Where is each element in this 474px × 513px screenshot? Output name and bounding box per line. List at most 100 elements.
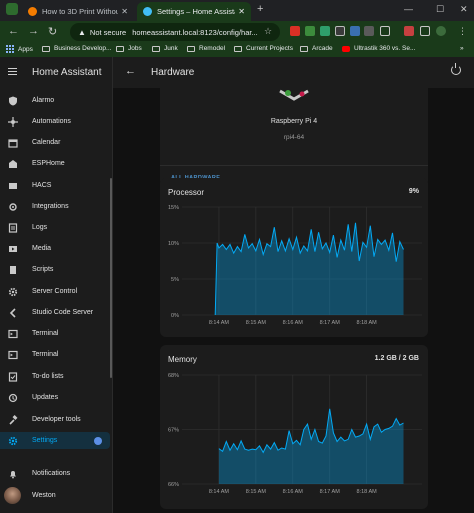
tab-search-icon[interactable] — [6, 3, 18, 15]
bookmark-label: Current Projects — [246, 45, 293, 52]
ha-sidebar: Home Assistant Alarmo Automations Calend… — [0, 57, 113, 513]
reload-icon[interactable]: ↻ — [48, 26, 58, 38]
y-tick-label: 67% — [168, 428, 179, 434]
tab-favicon-icon — [28, 7, 37, 16]
close-tab-icon[interactable]: ✕ — [121, 7, 128, 16]
sidebar-item-esphome[interactable]: ESPHome — [0, 155, 110, 172]
bookmark-junk[interactable]: Junk — [152, 45, 178, 52]
extension-green-icon[interactable] — [305, 26, 315, 36]
address-bar[interactable]: ▲ Not secure homeassistant.local:8123/co… — [70, 23, 280, 41]
raspberry-pi-logo-icon — [279, 89, 309, 101]
sidebar-item-label: Logs — [32, 224, 48, 231]
sidebar-item-calendar[interactable]: Calendar — [0, 134, 110, 151]
x-tick-label: 8:18 AM — [357, 320, 378, 326]
bookmark-current-projects[interactable]: Current Projects — [234, 45, 293, 52]
extension-shield-icon[interactable] — [335, 26, 345, 36]
processor-card: Processor 9% 15% 10% 5% 0% 8:14 AM 8:15 AM 8:1… — [160, 178, 428, 337]
hacs-icon — [7, 180, 18, 191]
sidebar-item-hacs[interactable]: HACS — [0, 177, 110, 194]
hardware-page: Raspberry Pi 4 rpi4-64 ALL HARDWARE Proc… — [113, 57, 474, 513]
browser-tab-print-guide[interactable]: How to 3D Print Without Supp ✕ — [22, 2, 134, 21]
processor-chart[interactable]: 15% 10% 5% 0% 8:14 AM 8:15 AM 8:16 AM 8:17 AM 8:… — [160, 202, 428, 332]
checklist-icon — [7, 371, 18, 382]
bookmark-apps[interactable]: Apps — [6, 45, 33, 53]
folder-icon — [116, 45, 124, 52]
extension-teal-icon[interactable] — [320, 26, 330, 36]
sidebar-header: Home Assistant — [0, 57, 113, 88]
x-tick-label: 8:14 AM — [209, 489, 230, 495]
side-panel-icon[interactable] — [420, 26, 430, 36]
sidebar-item-terminal[interactable]: Terminal — [0, 325, 110, 342]
menu-icon[interactable] — [8, 68, 17, 77]
sidebar-item-notifications[interactable]: Notifications — [0, 465, 110, 482]
sidebar-item-automations[interactable]: Automations — [0, 113, 110, 130]
sidebar-item-developer-tools[interactable]: Developer tools — [0, 411, 110, 428]
bookmark-ultrastik[interactable]: Ultrastik 360 vs. Se... — [342, 45, 415, 52]
sidebar-item-label: Settings — [32, 437, 58, 444]
new-tab-button[interactable]: + — [257, 3, 264, 15]
bookmarks-overflow-icon[interactable]: » — [460, 45, 464, 52]
sidebar-item-media[interactable]: Media — [0, 240, 110, 257]
power-icon[interactable] — [451, 63, 461, 75]
sidebar-item-studio-code-server[interactable]: Studio Code Server — [0, 304, 110, 321]
forward-arrow-icon[interactable]: → — [28, 25, 39, 37]
sidebar-item-to-do-lists[interactable]: To-do lists — [0, 368, 110, 385]
sidebar-item-label: Server Control — [32, 288, 78, 295]
close-window-icon[interactable]: ✕ — [460, 4, 468, 14]
apps-grid-icon — [6, 45, 14, 53]
extension-red-icon[interactable] — [404, 26, 414, 36]
url-text[interactable]: homeassistant.local:8123/config/har... — [132, 27, 258, 37]
bookmark-label: Junk — [164, 45, 178, 52]
bookmark-business[interactable]: Business Develop... — [42, 45, 111, 52]
x-tick-label: 8:17 AM — [320, 489, 341, 495]
bookmark-jobs[interactable]: Jobs — [116, 45, 142, 52]
close-tab-icon[interactable]: ✕ — [238, 7, 245, 16]
sidebar-item-terminal-2[interactable]: Terminal — [0, 346, 110, 363]
sidebar-item-label: ESPHome — [32, 160, 65, 167]
memory-chart[interactable]: 68% 67% 66% 8:14 AM 8:15 AM 8:16 AM 8:17 AM 8:1… — [160, 367, 428, 507]
page-title: Hardware — [151, 67, 195, 78]
sidebar-item-updates[interactable]: Updates — [0, 389, 110, 406]
sidebar-item-logs[interactable]: Logs — [0, 219, 110, 236]
y-tick-label: 66% — [168, 482, 179, 488]
minimize-icon[interactable]: — — [404, 4, 413, 14]
script-icon — [7, 264, 18, 275]
sidebar-item-label: Calendar — [32, 139, 61, 146]
maximize-icon[interactable]: ☐ — [436, 4, 445, 14]
warning-icon: ▲ — [78, 27, 86, 37]
sidebar-item-alarmo[interactable]: Alarmo — [0, 92, 110, 109]
adblock-extension-icon[interactable] — [290, 26, 300, 36]
sidebar-item-scripts[interactable]: Scripts — [0, 261, 110, 278]
bookmark-star-icon[interactable]: ☆ — [264, 26, 273, 36]
updates-icon — [7, 392, 18, 403]
folder-icon — [152, 45, 160, 52]
profile-avatar-icon[interactable] — [436, 26, 446, 36]
sidebar-item-integrations[interactable]: Integrations — [0, 198, 110, 215]
back-arrow-icon[interactable]: ← — [8, 25, 19, 37]
extension-gray-icon[interactable] — [364, 26, 374, 36]
extension-blue-icon[interactable] — [350, 26, 360, 36]
settings-icon — [7, 435, 18, 446]
youtube-icon — [342, 45, 350, 52]
security-label[interactable]: Not secure — [89, 27, 127, 37]
sidebar-item-label: Scripts — [32, 266, 54, 273]
shield-icon — [7, 95, 18, 106]
sidebar-scrollbar[interactable] — [110, 178, 112, 378]
sidebar-item-server-control[interactable]: Server Control — [0, 283, 110, 300]
back-arrow-icon[interactable]: ← — [125, 65, 136, 77]
sidebar-item-user[interactable]: Weston — [0, 487, 110, 504]
sidebar-item-label: Terminal — [32, 351, 59, 358]
extensions-puzzle-icon[interactable] — [380, 26, 390, 36]
sidebar-item-settings[interactable]: Settings — [0, 432, 110, 449]
sidebar-item-label: Alarmo — [32, 97, 55, 104]
menu-dots-icon[interactable]: ⋮ — [458, 26, 467, 36]
browser-tab-settings[interactable]: Settings – Home Assistant ✕ — [137, 2, 251, 21]
memory-value: 1.2 GB / 2 GB — [374, 355, 419, 362]
tab-title: How to 3D Print Without Supp — [42, 7, 119, 16]
series-line — [218, 408, 404, 454]
user-avatar[interactable] — [4, 487, 21, 504]
folder-icon — [187, 45, 195, 52]
bookmark-remodel[interactable]: Remodel — [187, 45, 225, 52]
bookmark-arcade[interactable]: Arcade — [300, 45, 333, 52]
settings-notification-badge — [94, 436, 102, 445]
